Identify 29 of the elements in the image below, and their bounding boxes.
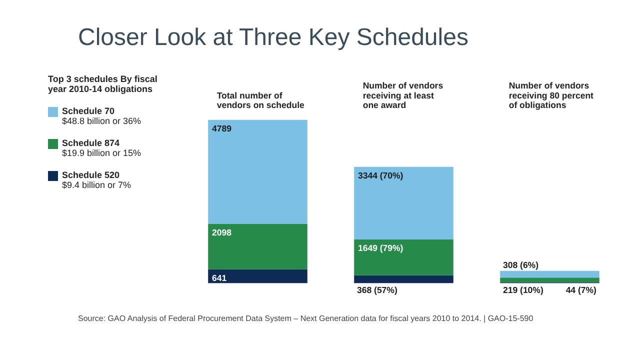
bar <box>208 269 307 284</box>
legend-label: Schedule 70 <box>62 106 116 116</box>
x-tick-label: Number of vendors receiving 80 percent of obligations <box>508 80 594 110</box>
bar <box>208 224 307 270</box>
bar <box>354 166 453 240</box>
data-label: 1649 (79%) <box>358 243 403 254</box>
x-tick-label: Total number of vendors on schedule <box>216 90 304 110</box>
chart-title: Closer Look at Three Key Schedules <box>77 23 470 53</box>
bar <box>500 278 599 282</box>
data-label: 3344 (70%) <box>358 170 403 181</box>
text: $19.9 billion or 15% <box>62 148 142 158</box>
bar <box>500 270 599 278</box>
data-label: 219 (10%) <box>502 285 544 296</box>
data-label: 368 (57%) <box>356 285 397 296</box>
text: $9.4 billion or 7% <box>62 180 132 190</box>
bar <box>208 120 307 224</box>
x-tick-label: Number of vendors receiving at least one award <box>362 80 443 110</box>
text: $48.8 billion or 36% <box>62 116 142 126</box>
legend-label: Schedule 874 <box>62 138 121 148</box>
bar <box>354 275 453 284</box>
data-label: 308 (6%) <box>502 260 538 270</box>
legend-title: Top 3 schedules By fiscal year 2010-14 obligations <box>48 74 158 94</box>
data-label: 641 <box>212 273 226 284</box>
data-label: 44 (7%) <box>565 285 596 296</box>
data-label: 2098 <box>212 227 232 238</box>
source-note: Source: GAO Analysis of Federal Procurement Data System – Next Generation data for fiscal years 2010 to 2014. | GAO-15-590 <box>78 314 534 323</box>
bar <box>354 239 453 276</box>
legend-label: Schedule 520 <box>62 170 121 180</box>
data-label: 4789 <box>212 123 232 134</box>
